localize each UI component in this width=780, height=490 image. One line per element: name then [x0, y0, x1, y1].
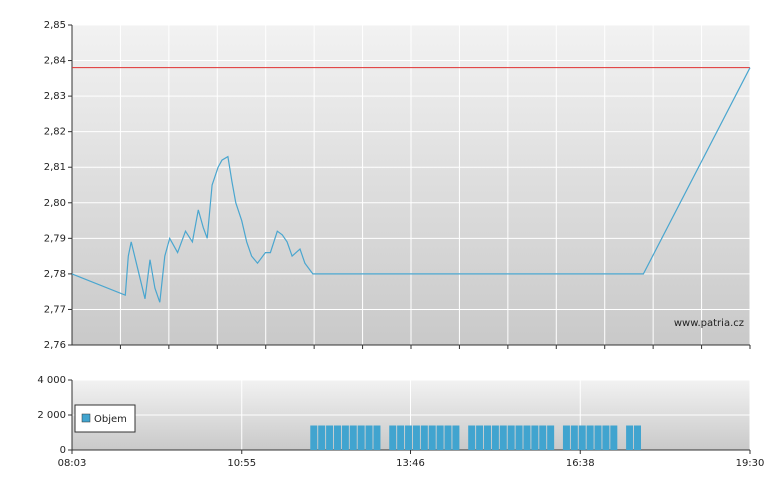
y-tick-label: 2,84 — [44, 56, 66, 67]
volume-bar — [349, 425, 357, 450]
x-tick-label: 16:38 — [566, 458, 595, 469]
volume-bar — [389, 425, 397, 450]
volume-bar — [515, 425, 523, 450]
volume-bar — [412, 425, 420, 450]
volume-bar — [547, 425, 555, 450]
y-tick-label: 2,79 — [44, 233, 66, 244]
volume-bar — [373, 425, 381, 450]
volume-bar — [436, 425, 444, 450]
legend-label: Objem — [94, 414, 127, 425]
watermark: www.patria.cz — [674, 318, 744, 329]
volume-bar — [523, 425, 531, 450]
volume-bar — [626, 425, 634, 450]
y-tick-label: 2,85 — [44, 20, 66, 31]
x-tick-label: 19:30 — [736, 458, 765, 469]
volume-bar — [491, 425, 499, 450]
volume-bar — [578, 425, 586, 450]
volume-bar — [483, 425, 491, 450]
volume-bar — [476, 425, 484, 450]
y-tick-label: 2,76 — [44, 340, 66, 351]
volume-bar — [397, 425, 405, 450]
volume-bar — [333, 425, 341, 450]
price-line — [71, 67, 751, 303]
y-tick-label: 2,81 — [44, 162, 66, 173]
x-tick-label: 10:55 — [227, 458, 256, 469]
volume-bar — [357, 425, 365, 450]
legend-swatch — [81, 413, 91, 423]
volume-bar — [420, 425, 428, 450]
x-tick-label: 08:03 — [58, 458, 87, 469]
volume-bar — [570, 425, 578, 450]
volume-bar — [326, 425, 334, 450]
volume-bar — [507, 425, 515, 450]
volume-bar — [318, 425, 326, 450]
y-tick-label: 4 000 — [37, 375, 66, 386]
x-tick-label: 13:46 — [396, 458, 425, 469]
volume-bar — [468, 425, 476, 450]
volume-bar — [586, 425, 594, 450]
volume-bar — [562, 425, 570, 450]
y-tick-label: 2,77 — [44, 304, 66, 315]
volume-bar — [539, 425, 547, 450]
volume-bar — [428, 425, 436, 450]
volume-bar — [499, 425, 507, 450]
volume-bar — [341, 425, 349, 450]
y-tick-label: 2,80 — [44, 198, 66, 209]
volume-bar — [405, 425, 413, 450]
y-tick-label: 2,83 — [44, 91, 66, 102]
volume-bar — [633, 425, 641, 450]
volume-bar — [365, 425, 373, 450]
volume-bar — [594, 425, 602, 450]
volume-bar — [452, 425, 460, 450]
y-tick-label: 2 000 — [37, 410, 66, 421]
y-tick-label: 2,82 — [44, 127, 66, 138]
volume-bar — [444, 425, 452, 450]
volume-bar — [610, 425, 618, 450]
volume-bar — [531, 425, 539, 450]
volume-bar — [602, 425, 610, 450]
volume-bar — [310, 425, 318, 450]
y-tick-label: 2,78 — [44, 269, 66, 280]
y-tick-label: 0 — [60, 445, 66, 456]
